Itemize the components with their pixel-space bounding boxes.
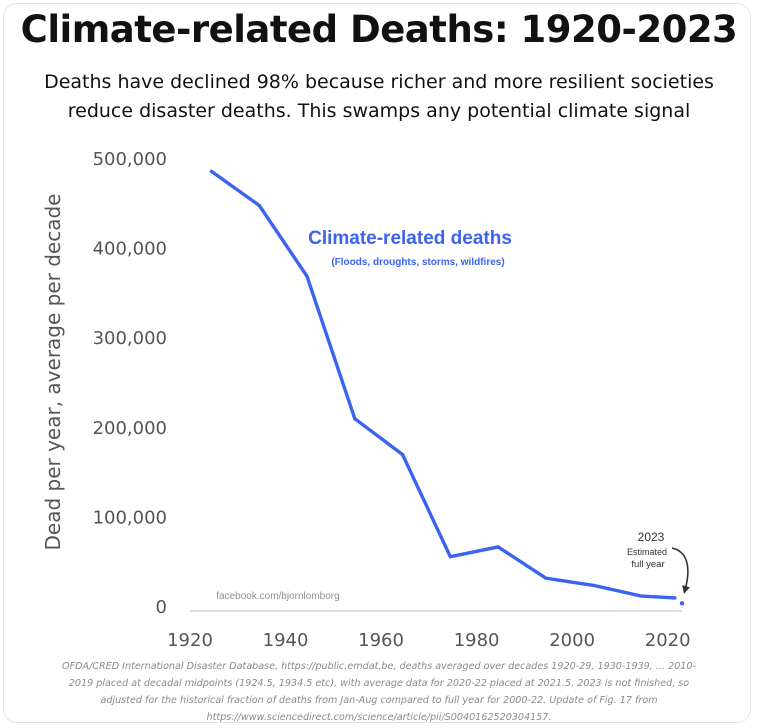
annotation-arrow: [671, 547, 690, 594]
y-tick-label: 300,000: [93, 328, 167, 349]
x-tick-label: 1940: [263, 630, 309, 651]
x-tick-label: 1960: [358, 630, 404, 651]
data-point: [400, 452, 405, 457]
subtitle-line: Deaths have declined 98% because richer …: [44, 71, 714, 93]
chart-card: [3, 3, 751, 723]
data-point: [496, 545, 500, 549]
data-point: [353, 417, 357, 421]
estimate-point: [679, 601, 685, 606]
chart-subtitle: Deaths have declined 98% because richer …: [0, 68, 758, 126]
y-tick-label: 400,000: [93, 239, 167, 260]
data-point: [209, 169, 214, 174]
footnote-line: https://www.sciencedirect.com/science/ar…: [206, 712, 552, 723]
subtitle-line: reduce disaster deaths. This swamps any …: [67, 100, 691, 122]
source-footnote: OFDA/CRED International Disaster Databas…: [8, 658, 750, 726]
annotation-line: Estimated: [627, 547, 667, 557]
series-group: [209, 169, 685, 606]
data-point: [257, 203, 261, 208]
data-point: [639, 594, 643, 598]
series-sublabel: (Floods, droughts, storms, wildfires): [331, 257, 504, 268]
footnote-line: 2019 placed at decadal midpoints (1924.5…: [68, 678, 690, 689]
x-axis: 1920 1940 1960 1980 2000 2020: [167, 630, 690, 651]
footnote-line: adjusted for the historical fraction of …: [100, 695, 658, 706]
annotation-year: 2023: [638, 530, 665, 544]
y-tick-label: 200,000: [93, 418, 167, 439]
data-point: [673, 596, 677, 600]
data-point: [592, 583, 596, 587]
y-axis-label: Dead per year, average per decade: [41, 194, 65, 551]
data-point: [448, 555, 452, 559]
y-tick-label: 100,000: [93, 507, 167, 528]
x-tick-label: 2000: [549, 630, 595, 651]
annotation-line: full year: [631, 559, 664, 570]
y-tick-label: 500,000: [93, 149, 167, 170]
x-tick-label: 1920: [167, 630, 213, 651]
x-tick-label: 1980: [454, 630, 500, 651]
chart-title: Climate-related Deaths: 1920-2023: [20, 8, 738, 51]
watermark-text: facebook.com/bjornlomborg: [216, 591, 339, 602]
footnote-line: OFDA/CRED International Disaster Databas…: [62, 661, 696, 672]
y-axis: 0 100,000 200,000 300,000 400,000 500,000: [93, 149, 167, 618]
data-point: [305, 274, 309, 278]
estimate-annotation: 2023 Estimated full year: [627, 530, 690, 594]
x-tick-label: 2020: [645, 630, 691, 651]
data-point: [544, 576, 548, 580]
series-label: Climate-related deaths: [308, 228, 512, 249]
y-tick-label: 0: [156, 597, 167, 618]
